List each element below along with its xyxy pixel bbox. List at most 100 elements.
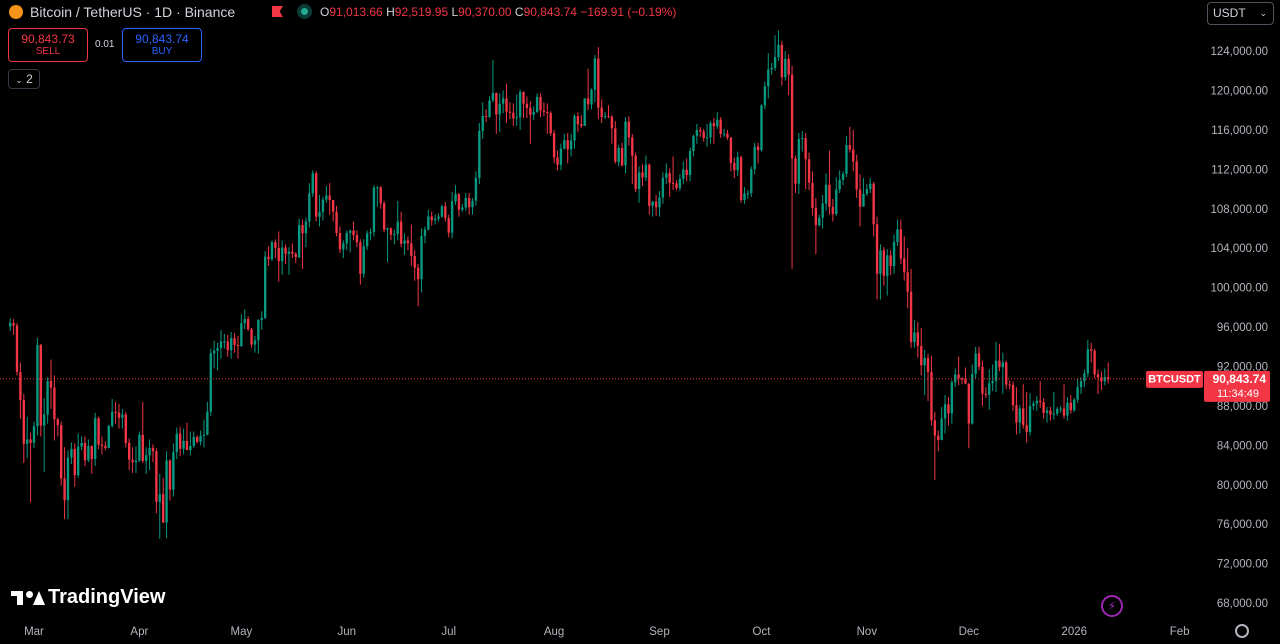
candle-body [416, 267, 420, 280]
sell-price: 90,843.73 [21, 32, 75, 46]
y-tick-label: 72,000.00 [1217, 559, 1268, 571]
candle-body [1001, 362, 1005, 368]
candle-body [182, 440, 185, 449]
candle-body [760, 105, 763, 151]
candle-body [1059, 408, 1062, 410]
candle-body [1008, 384, 1011, 386]
candle-body [556, 157, 559, 165]
candle-body [1083, 373, 1086, 382]
candle-body [447, 218, 450, 233]
ohlc-value: 92,519.95 [394, 5, 449, 19]
candle-body [257, 319, 260, 341]
y-tick-label: 108,000.00 [1210, 204, 1268, 216]
candle-body [355, 235, 359, 243]
countdown: 11:34:49 [1217, 388, 1259, 400]
candle-body [284, 247, 287, 254]
candle-body [138, 434, 141, 461]
y-tick-label: 88,000.00 [1217, 401, 1268, 413]
candle-body [39, 345, 42, 426]
candle-body [1086, 349, 1090, 374]
candle-body [512, 112, 515, 119]
candle-body [185, 440, 189, 451]
settings-button[interactable] [1235, 624, 1249, 638]
candle-body [1073, 399, 1076, 411]
candle-body [780, 44, 784, 78]
candle-body [695, 129, 699, 136]
candle-body [705, 137, 709, 139]
x-tick-label: May [230, 626, 252, 638]
candle-body [46, 381, 49, 415]
candle-body [814, 207, 818, 226]
candle-body [994, 360, 998, 381]
candle-body [430, 216, 433, 221]
candle-body [352, 230, 355, 236]
candle-body [301, 225, 304, 234]
candle-body [457, 194, 461, 210]
candle-body [926, 358, 930, 372]
sell-button[interactable]: 90,843.73 SELL [8, 28, 88, 62]
candle-body [750, 169, 753, 194]
candle-body [60, 425, 63, 479]
candle-body [155, 451, 158, 502]
candle-body [1107, 377, 1110, 379]
currency: USDT [1213, 6, 1246, 20]
candle-body [712, 123, 716, 127]
candle-body [243, 319, 246, 324]
logo-stem [17, 591, 23, 605]
candle-body [733, 162, 736, 171]
candle-body [362, 246, 365, 274]
indicators-toggle[interactable]: ⌄ 2 [8, 69, 40, 89]
logo-tri [33, 591, 45, 605]
candle-body [117, 412, 121, 418]
candle-body [654, 201, 658, 208]
candle-body [614, 128, 617, 162]
candle-body [1052, 413, 1056, 415]
candle-body [216, 347, 219, 351]
candle-body [947, 404, 950, 414]
candle-body [121, 414, 124, 418]
ohlc-value: 91,013.66 [329, 5, 383, 19]
candle-body [974, 353, 977, 374]
candle-body [882, 250, 886, 276]
logo-dot [26, 591, 33, 598]
candle-body [495, 93, 498, 115]
candle-body [382, 203, 386, 230]
candle-body [692, 135, 695, 152]
candle-body [325, 195, 328, 200]
candle-body [508, 111, 512, 113]
symbol-title: Bitcoin / TetherUS · 1D · Binance [30, 4, 236, 20]
buy-button[interactable]: 90,843.74 BUY [122, 28, 202, 62]
candle-body [433, 218, 437, 221]
lightning-button[interactable]: ⚡︎ [1101, 595, 1123, 617]
candle-body [702, 131, 705, 139]
flag-icon[interactable] [272, 6, 283, 17]
candle-body [124, 414, 127, 443]
candle-body [576, 116, 580, 125]
candle-body [291, 251, 294, 254]
chevron-icon: ⌄ [15, 75, 23, 85]
candle-body [988, 383, 991, 395]
candle-body [1035, 400, 1039, 404]
candle-body [875, 224, 879, 274]
currency-select[interactable]: USDT ⌄ [1207, 2, 1274, 25]
sell-label: SELL [35, 46, 61, 57]
candle-body [80, 442, 83, 447]
candle-body [777, 44, 780, 58]
candle-body [321, 199, 325, 212]
candle-body [797, 139, 801, 184]
candle-body [399, 221, 403, 244]
x-tick-label: Feb [1170, 626, 1190, 638]
candle-body [831, 206, 835, 215]
candle-body [794, 158, 797, 184]
candle-body [223, 341, 226, 343]
candle-body [763, 86, 767, 106]
candle-body [365, 233, 369, 247]
candle-body [29, 439, 32, 443]
candle-body [597, 58, 600, 108]
candle-body [943, 404, 947, 419]
candle-body [488, 100, 491, 117]
candle-body [406, 240, 410, 244]
candle-body [525, 103, 529, 108]
candle-body [937, 435, 940, 440]
